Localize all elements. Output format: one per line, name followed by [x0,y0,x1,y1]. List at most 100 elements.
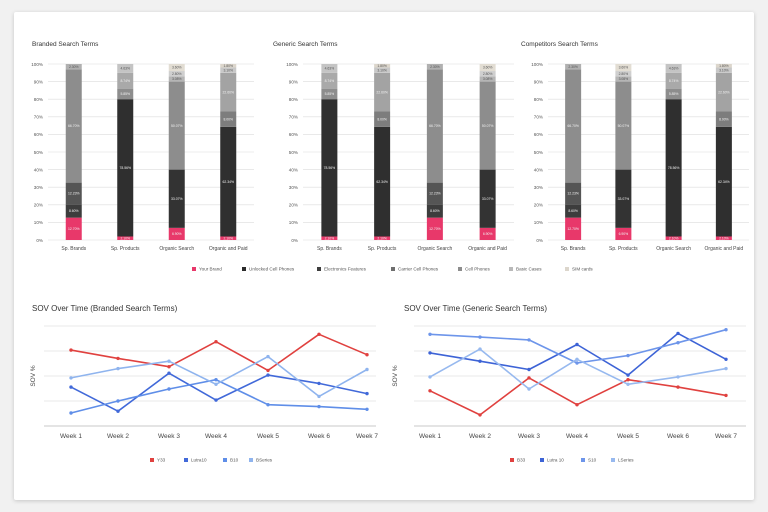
y-tick-label: 100% [286,62,298,67]
bar-segment [715,72,732,112]
legend-swatch [458,267,462,271]
data-point [428,389,432,393]
line-chart-branded: SOV Over Time (Branded Search Terms) SOV … [30,304,378,463]
legend-swatch [509,267,513,271]
x-tick-label: Organic Search [159,246,194,252]
x-tick-label: Week 6 [308,433,330,440]
bar-segment [715,126,732,237]
x-tick-label: Week 7 [715,433,737,440]
bar-segment [168,71,185,77]
x-tick-label: Week 4 [566,433,588,440]
bar-segment [426,69,443,183]
bar-segment [220,72,237,112]
bar-segment [168,64,185,72]
bar-segment [665,236,682,240]
data-point [724,357,728,361]
x-tick-label: Organic and Paid [468,246,507,252]
legend-label: SIM cards [572,267,593,272]
data-point [317,381,321,386]
x-tick-label: Organic and Paid [209,246,248,252]
series-line [429,332,727,376]
legend-label: BSeries [256,458,273,463]
data-point [527,387,531,391]
y-tick-label: 100% [531,62,543,67]
data-point [116,409,120,413]
y-tick-label: 20% [289,203,298,208]
data-point [478,347,482,351]
x-tick-label: Organic Search [656,246,691,252]
bar-segment [665,72,682,89]
bar-segment [426,64,443,70]
bar-data-label: 12.70% [429,227,441,231]
series-line [70,333,368,372]
bar-data-label: 3.08% [619,77,629,81]
bar-data-label: 6.90% [619,232,629,236]
x-tick-label: Week 1 [419,433,441,440]
bar-data-label: 2.30% [568,65,578,69]
bar-segment [715,236,732,240]
data-point [626,378,630,382]
data-point [365,391,369,396]
legend-label: Electronics Features [324,267,367,272]
y-tick-label: 80% [289,97,298,102]
y-tick-label: 90% [534,79,543,84]
y-tick-label: 50% [534,150,543,155]
bar-segment [117,64,134,73]
bar-segment [426,217,443,240]
legend-label: S10 [588,458,597,463]
bar-data-label: 8.74% [325,79,335,83]
bar-data-label: 3.60% [483,66,493,70]
bar-data-label: 12.70% [567,227,579,231]
chart-title: SOV Over Time (Branded Search Terms) [32,304,178,313]
x-tick-label: Organic and Paid [705,246,744,252]
bar-data-label: 22.60% [223,90,235,94]
data-point [478,335,482,339]
bar-data-label: 8.74% [120,79,130,83]
y-tick-label: 30% [34,185,43,190]
bar-segment [565,182,582,205]
data-point [214,378,218,382]
data-point [365,407,369,411]
bar-data-label: 50.07% [618,124,630,128]
bar-data-label: 78.56% [324,166,336,170]
y-tick-label: 0% [291,238,298,243]
legend-label: Y33 [157,458,166,463]
bar-data-label: 8.00% [223,117,233,121]
bar-data-label: 62.34% [718,180,730,184]
bar-data-label: 2.30% [430,65,440,69]
data-point [214,340,218,344]
x-tick-label: Week 4 [205,433,227,440]
y-tick-label: 10% [34,220,43,225]
bar-segment [615,64,632,72]
data-point [116,399,120,403]
data-point [428,351,432,355]
bar-data-label: 50.07% [482,124,494,128]
data-point [266,354,270,359]
bar-data-label: 66.70% [68,124,80,128]
bar-data-label: 6.90% [172,232,182,236]
bar-data-label: 22.60% [718,90,730,94]
data-point [69,348,73,352]
bar-data-label: 8.74% [669,79,679,83]
x-tick-label: Week 2 [469,433,491,440]
bar-data-label: 2.30% [69,65,79,69]
bar-data-label: 2.10% [669,236,679,240]
data-point [428,375,432,379]
x-tick-label: Sp. Products [609,246,638,252]
bar-data-label: 66.70% [567,124,579,128]
bar-segment [665,88,682,100]
data-point [116,366,120,371]
data-point [626,353,630,358]
data-point [575,403,579,407]
data-point [266,403,270,407]
bar-segment [117,236,134,240]
legend-label: Lutra 10 [547,458,564,463]
legend-swatch [611,458,615,462]
x-tick-label: Week 3 [158,433,180,440]
data-point [575,357,579,361]
y-tick-label: 40% [34,167,43,172]
legend-swatch [581,458,585,462]
y-tick-label: 40% [289,167,298,172]
data-point [116,356,120,361]
x-tick-label: Organic Search [418,246,453,252]
